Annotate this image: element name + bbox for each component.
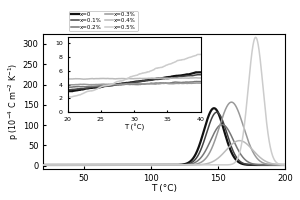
Y-axis label: p (10$^{-4}$ C m$^{-2}$ K$^{-1}$): p (10$^{-4}$ C m$^{-2}$ K$^{-1}$) xyxy=(7,63,21,140)
X-axis label: T (°C): T (°C) xyxy=(151,184,177,193)
